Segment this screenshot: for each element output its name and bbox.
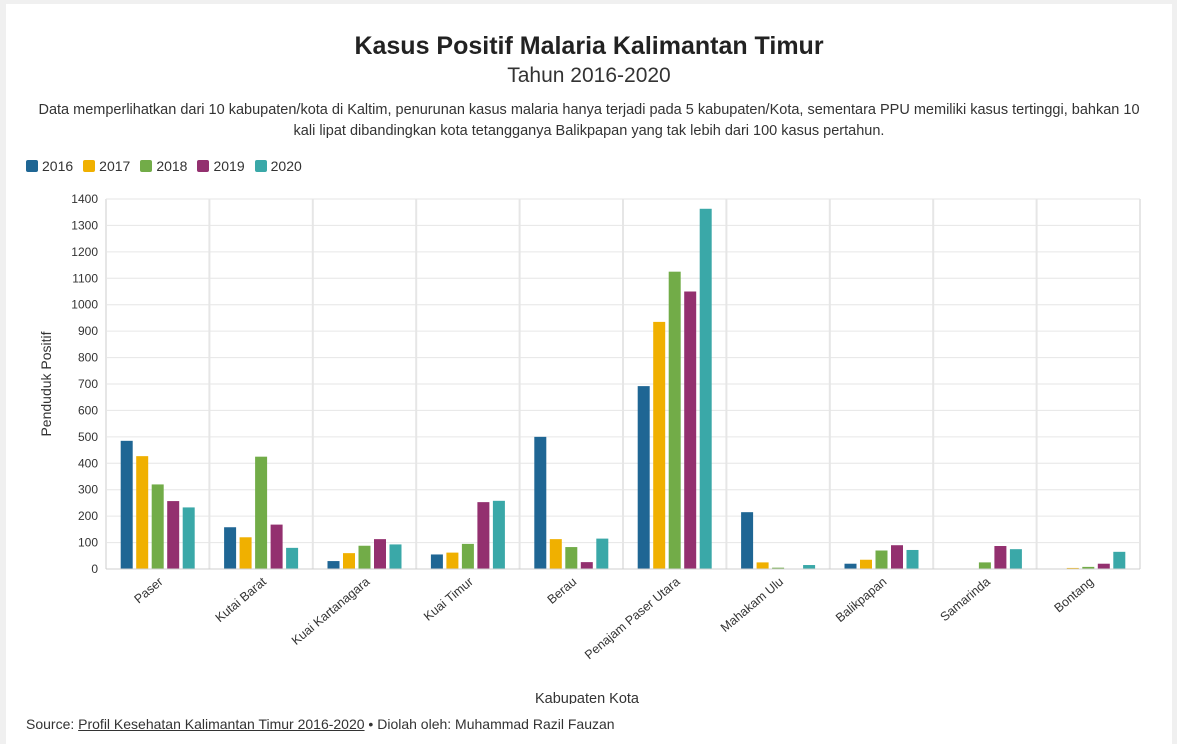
x-tick-label: Bontang xyxy=(1052,575,1097,616)
bar-chart: 0 100 200 300 400 500 600 700 800 900 1000 1100 1200… xyxy=(38,192,1141,704)
legend-swatch xyxy=(83,160,96,172)
legend-swatch xyxy=(254,160,267,172)
bar-2019-4 xyxy=(580,562,593,569)
y-tick-label: 300 xyxy=(78,483,98,497)
legend-item-2019[interactable]: 2019 xyxy=(197,158,245,174)
chart-title: Kasus Positif Malaria Kalimantan Timur xyxy=(354,32,824,60)
bar-2017-6 xyxy=(756,562,769,569)
bar-2018-0 xyxy=(151,484,164,569)
chart-legend: 2016 2017 2018 2019 2020 xyxy=(26,158,302,174)
legend-item-2018[interactable]: 2018 xyxy=(140,158,187,174)
x-tick-label: Penajam Paser Utara xyxy=(582,575,683,663)
bar-2019-9 xyxy=(1097,563,1110,569)
bar-2018-7 xyxy=(875,550,888,569)
y-tick-label: 500 xyxy=(78,430,98,444)
bar-2016-7 xyxy=(844,563,857,569)
bar-2019-3 xyxy=(477,502,490,569)
bar-2017-1 xyxy=(239,537,252,569)
bar-2020-2 xyxy=(389,544,402,569)
legend-item-2016[interactable]: 2016 xyxy=(26,158,73,174)
legend-swatch xyxy=(197,160,210,172)
legend-label: 2017 xyxy=(99,158,131,174)
bar-2020-0 xyxy=(182,507,195,569)
bar-2018-8 xyxy=(978,562,991,569)
source-prefix: Source: xyxy=(26,716,79,732)
y-axis-title: Penduduk Positif xyxy=(38,331,54,436)
bar-2018-3 xyxy=(461,543,474,569)
bar-2020-5 xyxy=(699,208,712,569)
legend-label: 2016 xyxy=(42,158,74,174)
bar-2017-5 xyxy=(653,321,666,569)
bar-2020-3 xyxy=(492,500,505,569)
bar-2016-6 xyxy=(741,512,754,569)
bar-2019-5 xyxy=(684,291,697,569)
y-tick-label: 0 xyxy=(91,562,98,576)
bar-2020-7 xyxy=(906,549,919,569)
x-tick-label: Mahakam Ulu xyxy=(718,575,786,635)
y-tick-label: 600 xyxy=(78,403,98,417)
chart-subtitle: Tahun 2016-2020 xyxy=(507,64,671,87)
bar-2020-8 xyxy=(1009,549,1022,569)
bar-2019-7 xyxy=(891,545,903,569)
bar-2020-6 xyxy=(803,565,816,569)
bar-2016-1 xyxy=(224,527,237,569)
source-note: Source: Profil Kesehatan Kalimantan Timu… xyxy=(26,716,615,732)
bar-2020-9 xyxy=(1113,551,1126,569)
bar-2016-5 xyxy=(637,386,650,569)
x-tick-label: Berau xyxy=(545,575,580,607)
x-tick-label: Samarinda xyxy=(938,575,993,625)
bar-2019-8 xyxy=(994,546,1007,569)
legend-label: 2018 xyxy=(156,158,188,174)
bar-2020-1 xyxy=(286,547,299,569)
bar-2016-3 xyxy=(430,554,443,569)
bar-2019-0 xyxy=(167,501,180,569)
legend-label: 2019 xyxy=(213,158,245,174)
bar-2017-4 xyxy=(549,539,562,569)
bar-2016-2 xyxy=(327,561,340,569)
bar-2018-4 xyxy=(565,547,578,569)
bar-2018-5 xyxy=(668,271,681,569)
bar-2016-0 xyxy=(120,440,133,569)
x-tick-label: Paser xyxy=(132,575,166,607)
y-tick-label: 700 xyxy=(78,377,98,391)
x-tick-label: Kuai Timur xyxy=(421,575,476,624)
legend-label: 2020 xyxy=(270,158,302,174)
x-axis-title: Kabupaten Kota xyxy=(535,691,640,704)
x-tick-label: Kutai Barat xyxy=(213,574,270,625)
legend-item-2020[interactable]: 2020 xyxy=(254,158,302,174)
bar-2017-2 xyxy=(343,553,355,569)
chart-description: Data memperlihatkan dari 10 kabupaten/ko… xyxy=(38,102,1140,139)
bar-2017-9 xyxy=(1066,567,1079,569)
bar-2018-2 xyxy=(358,545,371,569)
legend-swatch xyxy=(26,160,38,172)
y-tick-label: 200 xyxy=(78,509,98,523)
bar-2019-2 xyxy=(374,539,386,569)
source-link[interactable]: Profil Kesehatan Kalimantan Timur 2016-2… xyxy=(78,716,365,732)
y-tick-label: 400 xyxy=(78,456,98,470)
bar-2018-1 xyxy=(255,456,268,569)
y-tick-label: 1000 xyxy=(71,298,98,312)
legend-swatch xyxy=(140,160,153,172)
y-tick-label: 100 xyxy=(78,536,98,550)
source-suffix: • Diolah oleh: Muhammad Razil Fauzan xyxy=(364,716,615,732)
y-tick-label: 1100 xyxy=(72,271,98,285)
y-tick-label: 1400 xyxy=(71,192,98,206)
legend-item-2017[interactable]: 2017 xyxy=(83,158,130,174)
y-tick-label: 1300 xyxy=(71,218,98,232)
bar-2016-4 xyxy=(534,436,547,569)
y-tick-label: 900 xyxy=(78,324,98,338)
bar-2018-6 xyxy=(772,567,785,569)
bar-2019-1 xyxy=(270,524,283,569)
x-tick-label: Balikpapan xyxy=(833,575,889,626)
y-tick-label: 1200 xyxy=(71,245,98,259)
y-tick-label: 800 xyxy=(78,351,98,365)
x-tick-label: Kuai Kartanagara xyxy=(289,575,373,648)
bar-2017-3 xyxy=(446,552,459,569)
chart-card: Kasus Positif Malaria Kalimantan Timur T… xyxy=(6,4,1172,744)
bar-2018-9 xyxy=(1082,566,1095,569)
bar-2017-7 xyxy=(860,559,872,569)
bar-2020-4 xyxy=(596,538,609,569)
bar-2017-0 xyxy=(136,456,149,569)
